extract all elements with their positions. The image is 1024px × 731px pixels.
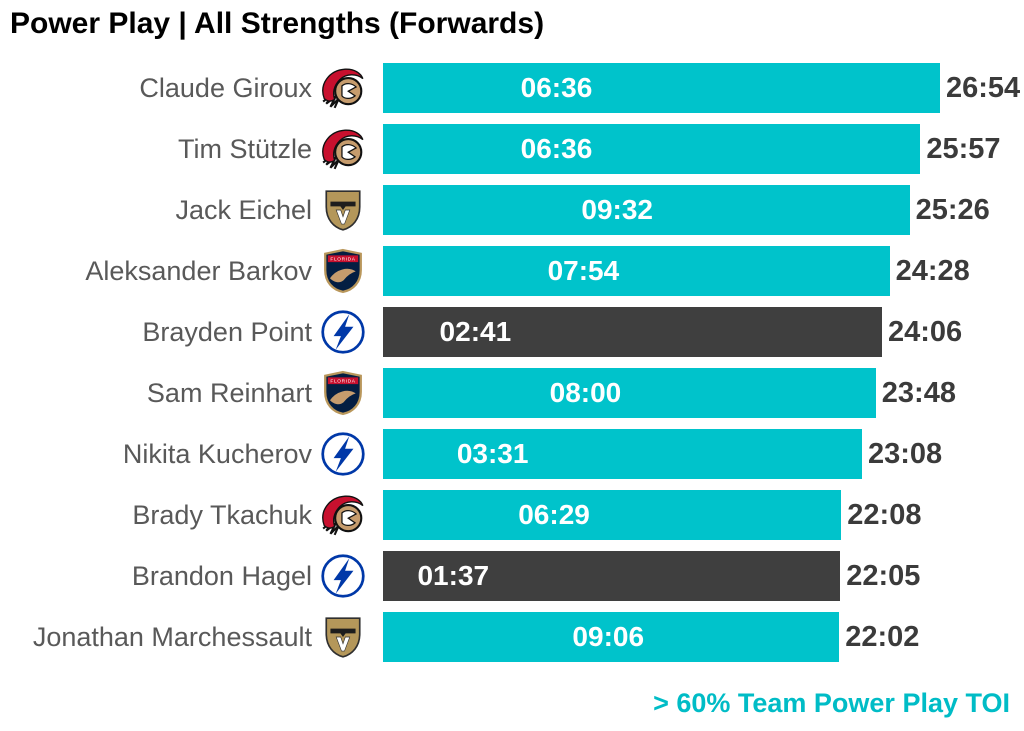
player-row: Jonathan Marchessault 09:06 22:02	[0, 612, 1024, 662]
toi-bar	[383, 429, 862, 479]
pp-toi-label: 01:37	[417, 560, 490, 591]
bar-track: 09:32 25:26	[383, 185, 990, 235]
total-toi-label: 26:54	[946, 72, 1021, 104]
team-logo-slot: FLORIDA	[320, 370, 366, 416]
total-toi-label: 24:28	[895, 255, 970, 287]
page: Power Play | All Strengths (Forwards) Cl…	[0, 6, 1024, 731]
pp-toi-label: 06:36	[520, 72, 593, 103]
florida-panthers-logo: FLORIDA	[324, 248, 362, 294]
player-row: Nikita Kucherov 03:31 23:08	[0, 429, 1024, 479]
player-row: Aleksander Barkov FLORIDA 07:54 24:28	[0, 246, 1024, 296]
svg-text:FLORIDA: FLORIDA	[330, 379, 355, 385]
toi-bar	[383, 368, 876, 418]
bar-track: 06:29 22:08	[383, 490, 940, 540]
team-logo-slot	[320, 553, 366, 599]
player-row: Brayden Point 02:41 24:06	[0, 307, 1024, 357]
total-toi-label: 25:57	[926, 133, 1001, 165]
player-name: Brayden Point	[142, 316, 312, 347]
player-name: Sam Reinhart	[146, 377, 312, 408]
tampa-bay-lightning-logo	[321, 554, 365, 598]
pp-toi-label: 03:31	[456, 438, 529, 469]
team-logo-slot	[320, 309, 366, 355]
toi-bar	[383, 551, 841, 601]
team-logo-slot	[320, 126, 366, 172]
team-logo-slot	[320, 614, 366, 660]
chart-title: Power Play | All Strengths (Forwards)	[10, 7, 545, 40]
pp-toi-label: 08:00	[549, 377, 622, 408]
toi-bar	[383, 185, 910, 235]
total-toi-label: 22:05	[846, 560, 921, 592]
total-toi-label: 22:02	[845, 621, 920, 653]
tampa-bay-lightning-logo	[321, 310, 365, 354]
total-toi-label: 25:26	[915, 194, 990, 226]
team-logo-slot	[320, 431, 366, 477]
total-toi-label: 22:08	[847, 499, 922, 531]
player-name: Jack Eichel	[175, 194, 312, 225]
total-toi-label: 23:08	[868, 438, 943, 470]
player-row: Tim Stützle 06:36 25:57	[0, 124, 1024, 174]
bar-track: 07:54 24:28	[383, 246, 970, 296]
ottawa-senators-logo	[322, 495, 364, 536]
bar-track: 06:36 26:54	[383, 63, 1020, 113]
vegas-golden-knights-logo	[325, 617, 361, 658]
player-name: Brandon Hagel	[131, 560, 312, 591]
bar-track: 03:31 23:08	[383, 429, 943, 479]
ottawa-senators-logo	[322, 129, 364, 170]
toi-bar	[383, 63, 940, 113]
toi-bar	[383, 307, 883, 357]
bar-track: 09:06 22:02	[383, 612, 940, 662]
florida-panthers-logo: FLORIDA	[324, 370, 362, 416]
team-logo-slot: FLORIDA	[320, 248, 366, 294]
toi-bar	[383, 124, 921, 174]
pp-toi-label: 06:36	[520, 133, 593, 164]
player-row: Brandon Hagel 01:37 22:05	[0, 551, 1024, 601]
bar-track: 06:36 25:57	[383, 124, 1001, 174]
team-logo-slot	[320, 65, 366, 111]
toi-bar	[383, 490, 842, 540]
player-name: Claude Giroux	[139, 72, 312, 103]
legend-label: > 60% Team Power Play TOI	[653, 688, 1010, 718]
player-name: Nikita Kucherov	[122, 438, 312, 469]
pp-toi-label: 09:06	[572, 621, 645, 652]
team-logo-slot	[320, 492, 366, 538]
player-name: Aleksander Barkov	[85, 255, 312, 286]
bar-track: 02:41 24:06	[383, 307, 962, 357]
player-row: Jack Eichel 09:32 25:26	[0, 185, 1024, 235]
player-row: Claude Giroux 06:36 26:54	[0, 63, 1024, 113]
toi-bar	[383, 612, 840, 662]
total-toi-label: 24:06	[888, 316, 963, 348]
vegas-golden-knights-logo	[325, 190, 361, 231]
player-name: Jonathan Marchessault	[32, 621, 312, 652]
player-name: Brady Tkachuk	[132, 499, 312, 530]
pp-toi-label: 09:32	[581, 194, 654, 225]
ottawa-senators-logo	[322, 68, 364, 109]
toi-bar	[383, 246, 890, 296]
svg-text:FLORIDA: FLORIDA	[330, 257, 355, 263]
player-row: Sam Reinhart FLORIDA 08:00 23:48	[0, 368, 1024, 418]
pp-toi-label: 06:29	[518, 499, 590, 530]
player-row: Brady Tkachuk 06:29 22:08	[0, 490, 1024, 540]
team-logo-slot	[320, 187, 366, 233]
bar-track: 08:00 23:48	[383, 368, 956, 418]
pp-toi-label: 02:41	[439, 316, 512, 347]
pp-toi-label: 07:54	[547, 255, 620, 286]
chart-rows: Claude Giroux 06:36 26:54 Tim Stützle 06…	[0, 63, 1024, 662]
player-name: Tim Stützle	[177, 133, 312, 164]
total-toi-label: 23:48	[881, 377, 956, 409]
tampa-bay-lightning-logo	[321, 432, 365, 476]
bar-track: 01:37 22:05	[383, 551, 940, 601]
